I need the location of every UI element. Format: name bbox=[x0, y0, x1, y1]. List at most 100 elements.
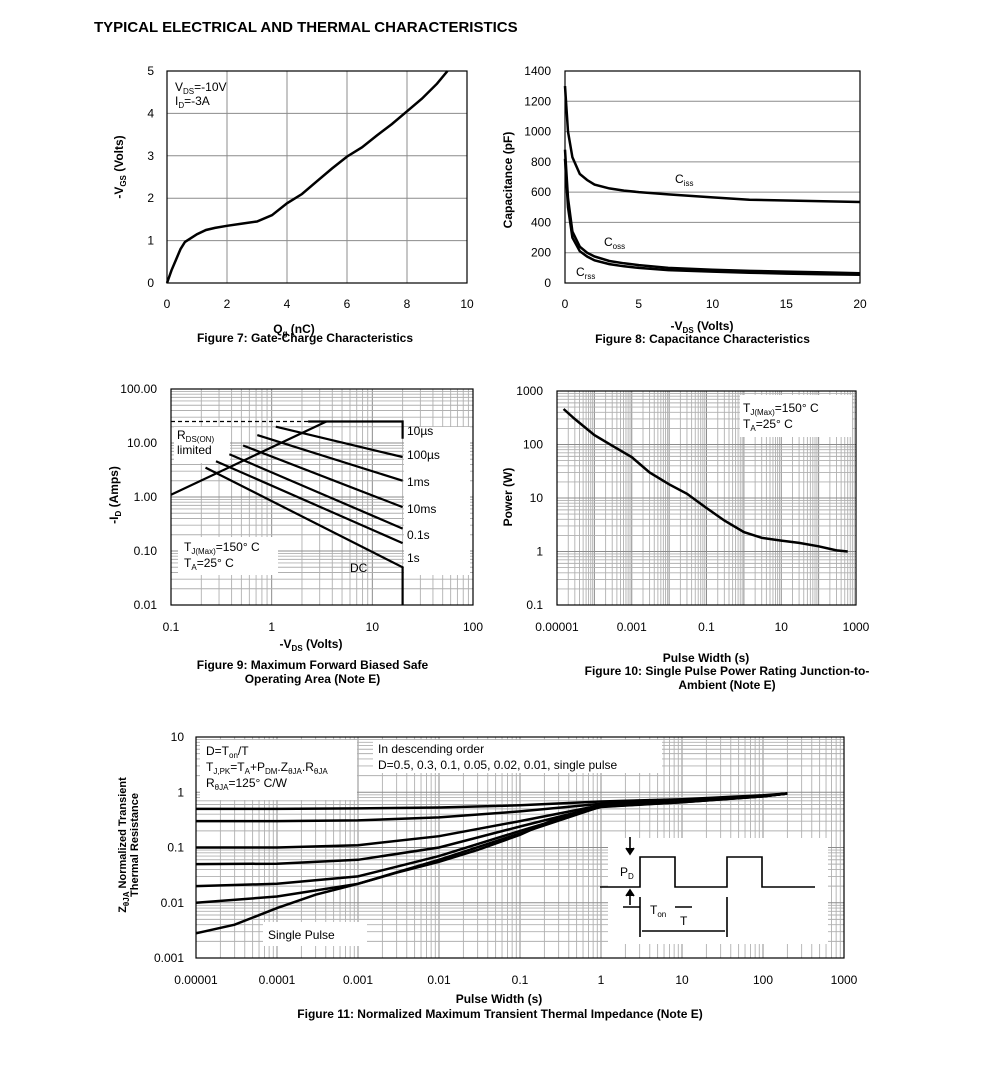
fig7-y-tick: 2 bbox=[147, 191, 154, 205]
fig10-x-tick: 1000 bbox=[843, 620, 870, 634]
fig11-annot-bg bbox=[263, 922, 367, 946]
fig9-x-tick: 1 bbox=[268, 620, 275, 634]
fig11-x-tick: 0.1 bbox=[512, 973, 529, 987]
fig8-x-tick: 15 bbox=[780, 297, 794, 311]
fig10-y-tick: 10 bbox=[530, 491, 544, 505]
fig8-plot-frame bbox=[564, 70, 861, 284]
fig8-series-coss bbox=[563, 149, 861, 275]
pulse-waveform bbox=[600, 856, 815, 888]
fig7-x-tick: 8 bbox=[404, 297, 411, 311]
fig10-x-tick: 0.1 bbox=[698, 620, 715, 634]
fig8-x-tick: 0 bbox=[562, 297, 569, 311]
fig8-y-tick: 600 bbox=[531, 185, 551, 199]
fig11-x-tick: 10 bbox=[675, 973, 689, 987]
fig10-x-label: Pulse Width (s) bbox=[663, 651, 750, 665]
fig11-x-label: Pulse Width (s) bbox=[456, 992, 543, 1006]
fig9-x-tick: 100 bbox=[463, 620, 483, 634]
fig10-plot-frame bbox=[556, 390, 857, 606]
fig7-y-tick: 1 bbox=[147, 234, 154, 248]
fig8-label-ciss: Ciss bbox=[675, 172, 693, 188]
fig11-y-tick: 0.01 bbox=[161, 896, 185, 910]
fig11-x-tick: 1000 bbox=[831, 973, 858, 987]
fig11-x-tick: 0.001 bbox=[343, 973, 373, 987]
fig11-y-tick: 1 bbox=[177, 785, 184, 799]
fig9-annot-ta: TA=25° C bbox=[184, 556, 234, 572]
fig7-x-tick: 6 bbox=[344, 297, 351, 311]
fig11-x-tick: 1 bbox=[598, 973, 605, 987]
fig7-y-tick: 4 bbox=[147, 106, 154, 120]
fig10-y-tick: 1 bbox=[536, 545, 543, 559]
fig10-y-tick: 100 bbox=[523, 438, 543, 452]
fig8-y-tick: 1000 bbox=[524, 125, 551, 139]
fig10-annot-ta: TA=25° C bbox=[743, 417, 793, 433]
fig11-annot-bg bbox=[373, 740, 662, 773]
fig10-y-tick: 0.1 bbox=[526, 598, 543, 612]
fig10-y-tick: 1000 bbox=[516, 384, 543, 398]
fig9-curve-label: 0.1s bbox=[407, 528, 430, 542]
fig8-caption: Figure 8: Capacitance Characteristics bbox=[595, 332, 810, 346]
fig11-x-tick: 0.0001 bbox=[259, 973, 296, 987]
pd-arrowhead-bottom bbox=[625, 888, 635, 897]
fig9-annot-bg bbox=[174, 427, 230, 463]
fig9-x-tick: 0.1 bbox=[163, 620, 180, 634]
fig11-inset-bg bbox=[608, 838, 828, 944]
fig7-plot-frame bbox=[166, 70, 468, 284]
t-label: T bbox=[680, 914, 688, 928]
fig9-x-label: -VDS (Volts) bbox=[280, 637, 343, 653]
fig7-y-tick: 5 bbox=[147, 64, 154, 78]
fig11-y-tick: 0.1 bbox=[167, 841, 184, 855]
fig11-annot-bg bbox=[200, 740, 357, 800]
transient-thermal-chart: ZθJA Normalized Transient Thermal Resist… bbox=[117, 730, 858, 1006]
capacitance-chart: -VDS (Volts) Capacitance (pF) 0 5 10 15 2002… bbox=[501, 64, 867, 335]
fig7-y-label: -VGS (Volts) bbox=[112, 135, 128, 198]
safe-operating-area-chart: -VDS (Volts) -ID (Amps) 0.1 1 10 100 0.01 0.1… bbox=[107, 382, 483, 653]
pd-arrowhead-top bbox=[625, 847, 635, 856]
fig9-y-tick: 1.00 bbox=[134, 490, 158, 504]
fig9-curve-label: 1s bbox=[407, 551, 420, 565]
fig9-series-100s bbox=[275, 425, 403, 459]
fig9-y-tick: 10.00 bbox=[127, 436, 157, 450]
fig9-series-dc bbox=[205, 466, 404, 605]
fig8-series-ciss bbox=[563, 86, 861, 204]
fig11-series-singlepulse bbox=[195, 792, 788, 935]
fig10-x-tick: 10 bbox=[775, 620, 789, 634]
fig8-y-tick: 1400 bbox=[524, 64, 551, 78]
fig8-y-tick: 0 bbox=[544, 276, 551, 290]
fig9-annot-limited: limited bbox=[177, 443, 212, 457]
fig7-caption: Figure 7: Gate-Charge Characteristics bbox=[196, 331, 414, 345]
fig9-dc-label: DC bbox=[350, 561, 368, 575]
fig9-labels-bg bbox=[404, 427, 470, 575]
fig9-caption: Figure 9: Maximum Forward Biased Safe Op… bbox=[196, 658, 429, 686]
fig7-annot-bg bbox=[170, 77, 245, 111]
fig10-caption: Figure 10: Single Pulse Power Rating Jun… bbox=[584, 664, 870, 692]
fig8-y-tick: 400 bbox=[531, 215, 551, 229]
page-title: TYPICAL ELECTRICAL AND THERMAL CHARACTER… bbox=[94, 19, 518, 36]
fig9-y-label: -ID (Amps) bbox=[107, 466, 123, 524]
fig10-series-line bbox=[562, 408, 848, 553]
fig8-x-tick: 20 bbox=[853, 297, 867, 311]
fig7-x-tick: 2 bbox=[224, 297, 231, 311]
fig10-x-tick: 0.001 bbox=[617, 620, 647, 634]
fig8-label-coss: Coss bbox=[604, 235, 625, 251]
fig9-annot-bg bbox=[178, 537, 278, 575]
fig7-series-line bbox=[165, 70, 449, 284]
fig11-y-label-2: Thermal Resistance bbox=[129, 793, 141, 897]
fig9-x-tick: 10 bbox=[366, 620, 380, 634]
pulse-power-chart: Pulse Width (s) Power (W) 0.00001 0.001 0.… bbox=[501, 384, 870, 665]
fig9-series-0.1s bbox=[228, 453, 404, 530]
fig9-y-tick: 0.10 bbox=[134, 544, 158, 558]
fig9-series-1s bbox=[215, 460, 404, 545]
fig11-annot-d: D=Ton/T bbox=[206, 744, 249, 760]
fig11-x-tick: 0.01 bbox=[427, 973, 451, 987]
fig7-y-tick: 0 bbox=[147, 276, 154, 290]
fig9-curve-label: 1ms bbox=[407, 475, 430, 489]
fig9-y-tick: 0.01 bbox=[134, 598, 158, 612]
fig7-annot-id: ID=-3A bbox=[175, 94, 210, 110]
fig7-x-tick: 10 bbox=[460, 297, 474, 311]
fig8-y-tick: 800 bbox=[531, 155, 551, 169]
fig9-series-10s bbox=[308, 420, 404, 439]
fig9-curve-label: 100µs bbox=[407, 448, 440, 462]
fig11-y-tick: 10 bbox=[171, 730, 185, 744]
pulse-train-diagram bbox=[600, 837, 815, 937]
